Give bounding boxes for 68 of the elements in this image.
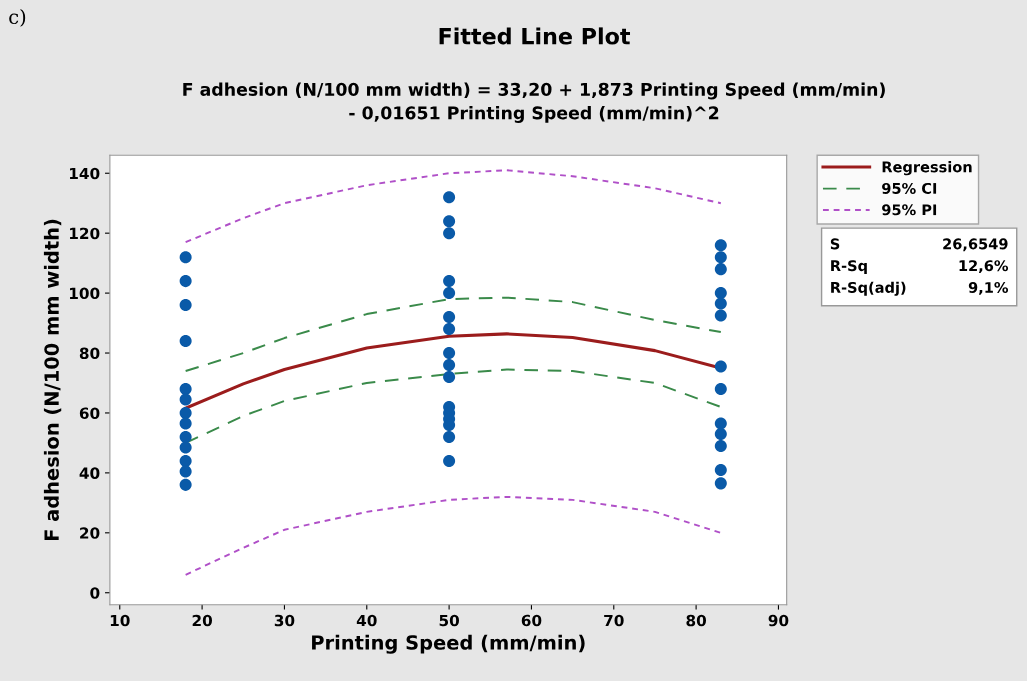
point: [714, 309, 727, 322]
x-tick-label: 90: [768, 614, 789, 627]
point: [443, 191, 456, 204]
point: [179, 465, 192, 478]
x-tick-label: 70: [604, 614, 624, 627]
point: [179, 417, 192, 430]
x-tick-label: 40: [356, 614, 377, 627]
y-tick-label: 140: [70, 167, 100, 180]
point: [714, 263, 727, 276]
point: [443, 227, 456, 240]
text: R-Sq(adj) 9,1%: [831, 281, 1009, 296]
point: [443, 215, 456, 228]
line-series: [184, 169, 722, 244]
text: R-Sq 12,6%: [831, 260, 1009, 275]
point: [179, 393, 192, 406]
y-tick-label: 120: [70, 227, 100, 240]
line-series: [184, 495, 722, 576]
point: [714, 287, 727, 300]
x-tick-label: 50: [439, 614, 460, 627]
chart-title: Fitted Line Plot: [439, 27, 631, 45]
x-tick-label: 80: [686, 614, 707, 627]
point: [443, 430, 456, 443]
point: [179, 299, 192, 312]
x-tick-label: 60: [521, 614, 542, 627]
point: [714, 297, 727, 310]
point: [443, 359, 456, 372]
point: [714, 382, 727, 395]
point: [443, 311, 456, 324]
point: [714, 417, 727, 430]
text: c): [9, 9, 26, 27]
point: [714, 239, 727, 252]
x-axis-title: Printing Speed (mm/min): [312, 634, 585, 654]
point: [179, 430, 192, 443]
point: [179, 406, 192, 419]
point: [443, 370, 456, 384]
y-tick-label: 60: [79, 407, 100, 419]
point: [443, 323, 456, 336]
point: [179, 335, 192, 348]
point: [714, 251, 727, 264]
point: [714, 427, 727, 440]
point: [714, 360, 727, 373]
x-tick-label: 10: [110, 614, 130, 627]
point: [443, 454, 456, 467]
point: [714, 463, 727, 476]
y-tick-label: 0: [90, 587, 100, 599]
point: [179, 441, 192, 454]
legend-label: 95% CI: [882, 182, 937, 194]
point: [443, 347, 456, 360]
chart-subtitle: F adhesion (N/100 mm width) = 33,20 + 1,873 Printing Speed (mm/min) - 0,01651 Printing Speed (mm/min)^2: [183, 82, 885, 123]
point: [179, 251, 192, 264]
legend-label: Regression: [882, 161, 972, 176]
point: [443, 275, 456, 288]
y-axis-title: F adhesion (N/100 mm width): [43, 219, 62, 541]
x-tick-label: 30: [274, 614, 295, 627]
point: [179, 454, 192, 467]
point: [179, 478, 192, 491]
y-tick-label: 80: [79, 347, 100, 360]
point: [714, 439, 727, 452]
text: S 26,6549: [830, 238, 1008, 252]
point: [443, 287, 456, 300]
point: [179, 275, 192, 288]
legend-label: 95% PI: [882, 204, 937, 216]
x-tick-label: 20: [192, 614, 212, 627]
point: [714, 477, 727, 490]
y-tick-label: 40: [79, 467, 100, 479]
point: [179, 382, 192, 395]
y-tick-label: 20: [80, 527, 100, 539]
y-tick-label: 100: [70, 287, 100, 300]
